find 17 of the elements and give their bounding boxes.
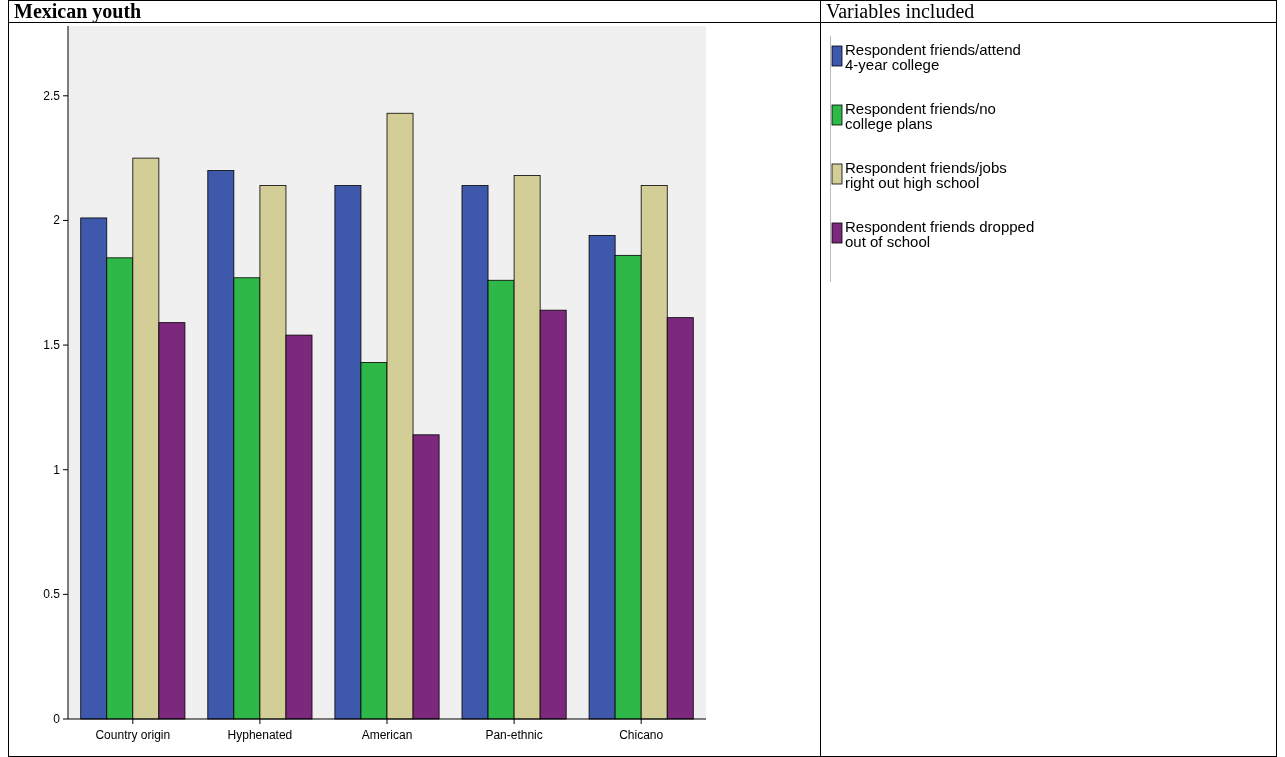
legend-title: Variables included bbox=[826, 0, 975, 22]
chart-title: Mexican youth bbox=[14, 0, 142, 23]
y-tick-label: 2 bbox=[53, 213, 61, 228]
x-tick-label: Chicano bbox=[619, 728, 664, 742]
x-tick-label: Country origin bbox=[95, 728, 171, 742]
legend-label: Respondent friends/no college plans bbox=[845, 100, 996, 132]
y-tick-label: 2.5 bbox=[43, 88, 61, 103]
legend-label: Respondent friends dropped out of school bbox=[845, 218, 1035, 250]
legend-label: Respondent friends/attend 4-year college bbox=[845, 41, 1021, 73]
y-tick-label: 0.5 bbox=[43, 587, 61, 602]
x-tick-label: Pan-ethnic bbox=[485, 728, 543, 742]
y-tick-label: 0 bbox=[53, 712, 61, 726]
y-tick-label: 1.5 bbox=[43, 338, 61, 353]
x-tick-label: American bbox=[361, 728, 413, 742]
y-tick-label: 1 bbox=[53, 462, 61, 477]
legend-label: Respondent friends/jobs right out high school bbox=[845, 159, 1007, 191]
x-tick-label: Hyphenated bbox=[227, 728, 293, 742]
